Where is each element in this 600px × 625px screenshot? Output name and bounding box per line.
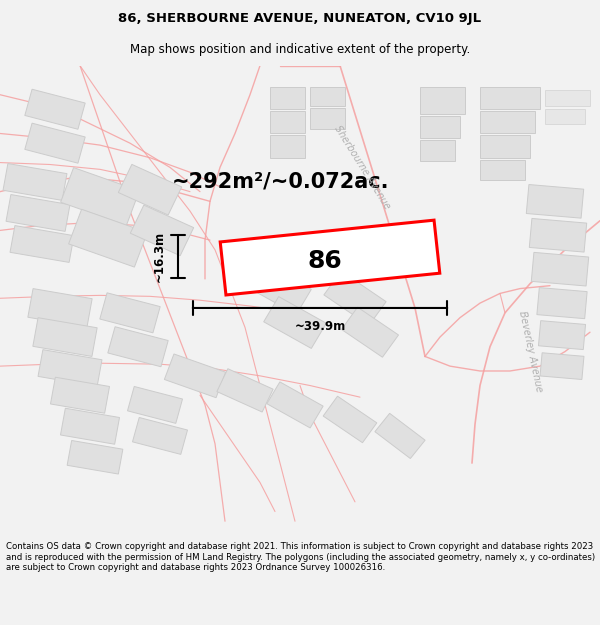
- Polygon shape: [531, 253, 589, 286]
- Polygon shape: [68, 209, 148, 267]
- Polygon shape: [538, 321, 586, 349]
- Text: Contains OS data © Crown copyright and database right 2021. This information is : Contains OS data © Crown copyright and d…: [6, 542, 595, 572]
- Polygon shape: [100, 292, 160, 333]
- Polygon shape: [270, 111, 305, 134]
- Polygon shape: [310, 108, 345, 129]
- Polygon shape: [164, 354, 226, 398]
- Polygon shape: [217, 369, 273, 412]
- Polygon shape: [10, 226, 74, 262]
- Polygon shape: [540, 352, 584, 379]
- Polygon shape: [420, 116, 460, 138]
- Polygon shape: [526, 184, 584, 218]
- Polygon shape: [248, 262, 311, 314]
- Polygon shape: [108, 327, 168, 367]
- Polygon shape: [61, 168, 139, 226]
- Polygon shape: [323, 396, 377, 442]
- Polygon shape: [270, 136, 305, 158]
- Polygon shape: [130, 205, 194, 256]
- Polygon shape: [28, 289, 92, 328]
- Polygon shape: [341, 308, 398, 358]
- Text: ~16.3m: ~16.3m: [153, 231, 166, 282]
- Polygon shape: [324, 271, 386, 326]
- Polygon shape: [67, 441, 123, 474]
- Polygon shape: [420, 140, 455, 161]
- Text: 86: 86: [308, 249, 343, 274]
- Polygon shape: [480, 159, 525, 180]
- Polygon shape: [3, 164, 67, 201]
- Polygon shape: [33, 318, 97, 356]
- Polygon shape: [127, 386, 182, 423]
- Polygon shape: [25, 123, 85, 163]
- Text: 86, SHERBOURNE AVENUE, NUNEATON, CV10 9JL: 86, SHERBOURNE AVENUE, NUNEATON, CV10 9J…: [118, 12, 482, 25]
- Polygon shape: [537, 288, 587, 319]
- Polygon shape: [480, 111, 535, 134]
- Polygon shape: [420, 87, 465, 114]
- Text: ~292m²/~0.072ac.: ~292m²/~0.072ac.: [171, 172, 389, 192]
- Polygon shape: [133, 418, 188, 454]
- Polygon shape: [545, 90, 590, 106]
- Text: Map shows position and indicative extent of the property.: Map shows position and indicative extent…: [130, 42, 470, 56]
- Polygon shape: [220, 220, 440, 295]
- Polygon shape: [25, 89, 85, 129]
- Polygon shape: [480, 136, 530, 158]
- Polygon shape: [375, 413, 425, 459]
- Text: ~39.9m: ~39.9m: [295, 319, 346, 332]
- Text: Sherbourne Avenue: Sherbourne Avenue: [332, 124, 392, 211]
- Polygon shape: [263, 297, 326, 348]
- Polygon shape: [61, 408, 119, 444]
- Polygon shape: [310, 87, 345, 106]
- Polygon shape: [6, 194, 70, 231]
- Polygon shape: [118, 164, 182, 215]
- Polygon shape: [545, 109, 585, 124]
- Polygon shape: [267, 382, 323, 428]
- Text: Beverley Avenue: Beverley Avenue: [517, 310, 544, 393]
- Polygon shape: [50, 378, 110, 413]
- Polygon shape: [529, 219, 587, 252]
- Polygon shape: [270, 87, 305, 109]
- Polygon shape: [38, 349, 102, 386]
- Polygon shape: [480, 87, 540, 109]
